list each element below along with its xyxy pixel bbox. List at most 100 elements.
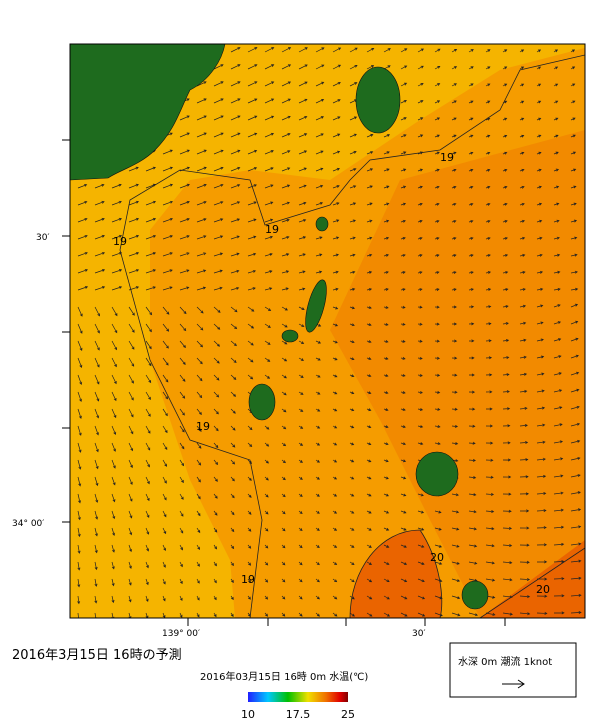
current-arrow [536,423,546,427]
current-arrow [349,253,356,257]
current-arrow [247,167,258,172]
current-arrow [111,251,123,257]
current-arrow [264,323,271,328]
current-arrow [247,235,257,240]
current-arrow [213,612,217,618]
current-arrow [417,510,425,514]
current-arrow [553,372,562,376]
current-arrow [349,442,355,446]
current-arrow [281,425,287,430]
current-arrow [400,408,406,412]
current-arrow [213,425,219,432]
current-arrow [298,561,303,566]
current-arrow [366,612,373,617]
current-arrow [570,388,580,393]
current-arrow [264,150,274,155]
current-arrow [230,459,236,465]
current-arrow [281,115,291,121]
current-arrow [315,133,324,138]
current-arrow [502,441,511,445]
current-arrow [145,510,150,518]
current-arrow [400,561,408,565]
current-arrow [417,134,424,138]
current-arrow [366,219,373,223]
current-arrow [145,252,157,257]
current-arrow [570,422,581,427]
current-arrow [332,527,338,531]
current-arrow [264,167,274,172]
current-arrow [383,459,389,463]
current-arrow [468,83,474,87]
current-arrow [502,612,513,616]
current-arrow [417,408,424,411]
current-arrow [366,391,372,395]
current-arrow [400,527,407,531]
current-arrow [315,81,325,87]
current-arrow [570,354,579,359]
current-arrow [145,595,149,602]
current-arrow [434,561,443,565]
current-arrow [485,100,491,104]
current-arrow [94,286,106,291]
current-arrow [434,442,441,446]
current-arrow [196,357,203,365]
current-arrow [485,288,492,292]
current-arrow [281,510,286,515]
current-arrow [553,389,563,393]
current-arrow [145,374,152,384]
current-arrow [485,356,493,360]
current-arrow [536,406,546,410]
current-arrow [366,202,373,206]
current-arrow [485,407,493,411]
current-arrow [383,288,389,291]
current-arrow [400,134,407,138]
current-arrow [349,493,355,497]
current-arrow [536,202,543,206]
current-arrow [315,47,325,53]
current-arrow [349,612,355,617]
current-arrow [77,251,88,257]
current-arrow [451,561,460,565]
current-arrow [502,134,508,138]
current-arrow [247,493,252,498]
current-arrow [332,442,338,446]
current-arrow [553,83,559,87]
current-arrow [519,219,526,223]
current-arrow [570,66,576,70]
current-arrow [298,167,307,172]
current-arrow [315,184,324,189]
current-arrow [111,561,115,570]
current-arrow [230,391,237,397]
current-arrow [519,577,531,581]
current-arrow [519,509,530,513]
current-arrow [111,391,117,402]
current-arrow [400,99,407,104]
current-arrow [417,168,424,172]
current-arrow [162,493,167,501]
current-arrow [349,47,358,53]
current-arrow [553,338,562,342]
current-arrow [485,339,492,343]
current-arrow [94,408,100,419]
current-arrow [264,306,272,311]
current-arrow [264,340,271,345]
current-arrow [128,234,140,240]
current-arrow [536,168,542,172]
current-arrow [400,373,406,377]
current-arrow [349,323,355,327]
current-arrow [213,269,223,274]
current-arrow [383,305,389,309]
current-arrow [451,578,461,582]
current-arrow [553,168,560,172]
current-arrow [417,612,426,617]
current-arrow [196,340,204,348]
current-arrow [196,115,207,121]
contour-label: 19 [241,573,255,586]
current-arrow [553,49,559,53]
current-arrow [451,356,458,360]
current-arrow [451,185,457,189]
current-arrow [383,168,390,172]
current-arrow [570,202,577,206]
current-arrow [264,561,269,566]
